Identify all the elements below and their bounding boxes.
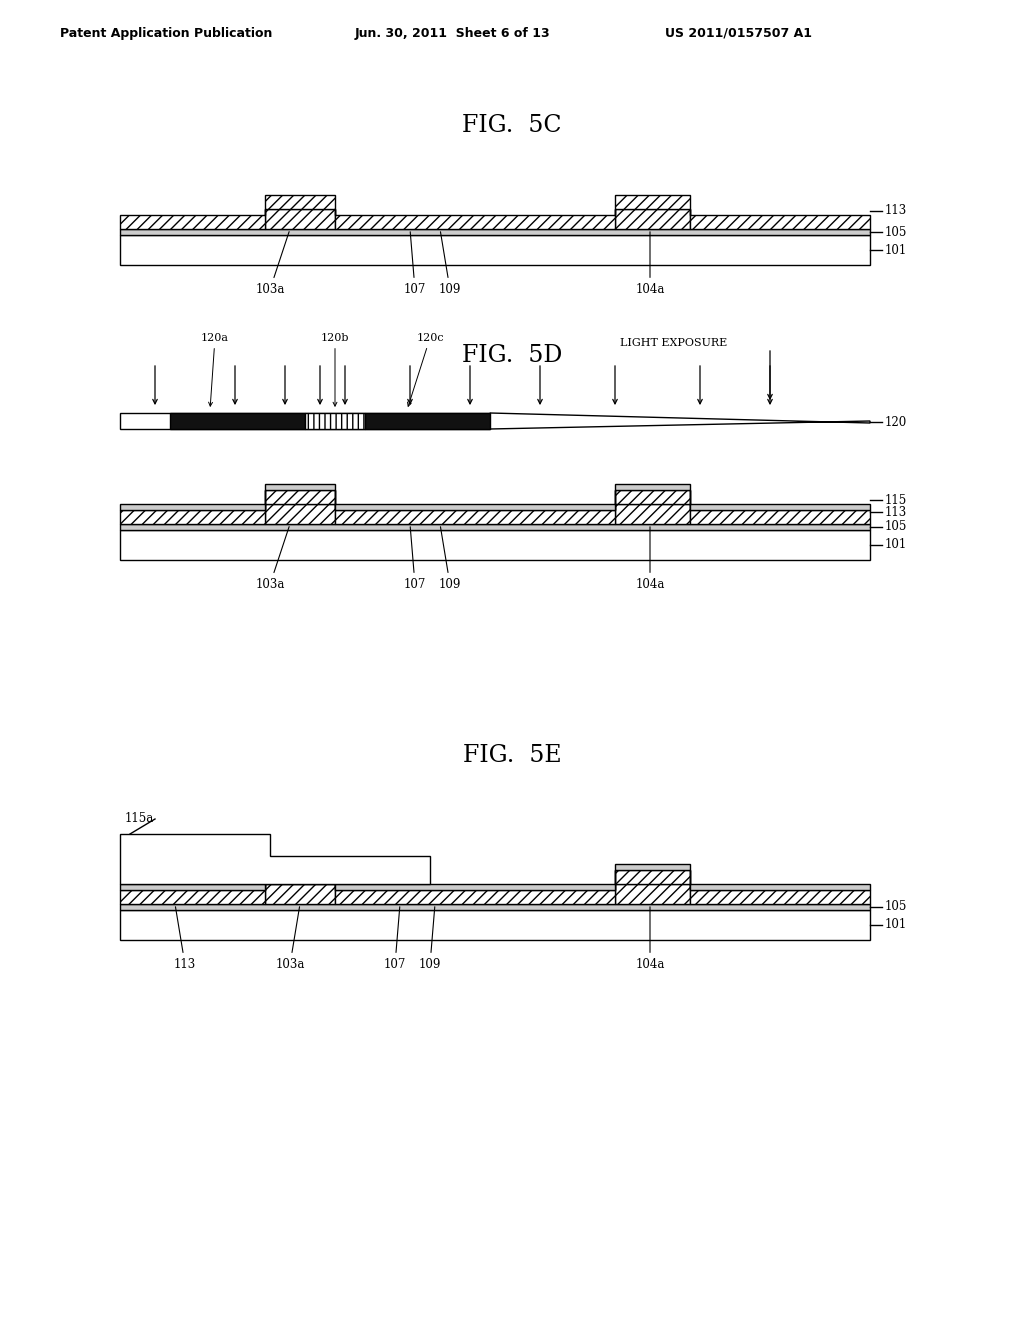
Polygon shape	[120, 834, 430, 884]
Text: LIGHT EXPOSURE: LIGHT EXPOSURE	[620, 338, 727, 348]
Text: 107: 107	[384, 907, 407, 972]
Text: 104a: 104a	[635, 907, 665, 972]
Bar	[615, 209, 690, 228]
Polygon shape	[120, 870, 870, 904]
Polygon shape	[120, 865, 870, 890]
Bar	[170, 413, 305, 429]
Text: 115a: 115a	[125, 813, 155, 825]
Text: FIG.  5C: FIG. 5C	[462, 114, 562, 136]
Text: US 2011/0157507 A1: US 2011/0157507 A1	[665, 26, 812, 40]
Text: 103a: 103a	[255, 231, 289, 296]
Text: 109: 109	[439, 527, 461, 591]
Text: 105: 105	[885, 226, 907, 239]
Bar	[120, 228, 870, 235]
Bar	[265, 504, 335, 524]
Text: 103a: 103a	[255, 527, 289, 591]
Text: 120c: 120c	[408, 333, 443, 407]
Bar	[120, 524, 870, 531]
Text: FIG.  5D: FIG. 5D	[462, 343, 562, 367]
Text: 101: 101	[885, 539, 907, 552]
Polygon shape	[490, 413, 870, 429]
Bar	[265, 884, 335, 904]
Text: 107: 107	[403, 232, 426, 296]
Text: 109: 109	[419, 907, 441, 972]
Text: 120: 120	[885, 416, 907, 429]
Text: 120b: 120b	[321, 333, 349, 407]
Bar	[615, 884, 690, 904]
Bar	[120, 531, 870, 560]
Polygon shape	[120, 490, 870, 524]
Text: 109: 109	[439, 232, 461, 296]
Bar	[120, 235, 870, 265]
Bar	[120, 904, 870, 909]
Text: 105: 105	[885, 900, 907, 913]
Bar	[305, 413, 365, 429]
Text: 105: 105	[885, 520, 907, 533]
Polygon shape	[120, 484, 870, 510]
Bar	[615, 504, 690, 524]
Text: 113: 113	[174, 907, 197, 972]
Text: 104a: 104a	[635, 527, 665, 591]
Text: 101: 101	[885, 919, 907, 932]
Text: 104a: 104a	[635, 232, 665, 296]
Bar	[120, 413, 490, 429]
Text: 101: 101	[885, 243, 907, 256]
Bar	[365, 413, 490, 429]
Text: Jun. 30, 2011  Sheet 6 of 13: Jun. 30, 2011 Sheet 6 of 13	[355, 26, 551, 40]
Bar	[265, 209, 335, 228]
Text: 103a: 103a	[275, 907, 305, 972]
Text: 120a: 120a	[201, 333, 229, 407]
Text: FIG.  5E: FIG. 5E	[463, 743, 561, 767]
Text: 113: 113	[885, 205, 907, 218]
Text: 113: 113	[885, 506, 907, 519]
Polygon shape	[120, 195, 870, 228]
Text: 115: 115	[885, 494, 907, 507]
Text: Patent Application Publication: Patent Application Publication	[60, 26, 272, 40]
Text: 107: 107	[403, 527, 426, 591]
Bar	[120, 909, 870, 940]
